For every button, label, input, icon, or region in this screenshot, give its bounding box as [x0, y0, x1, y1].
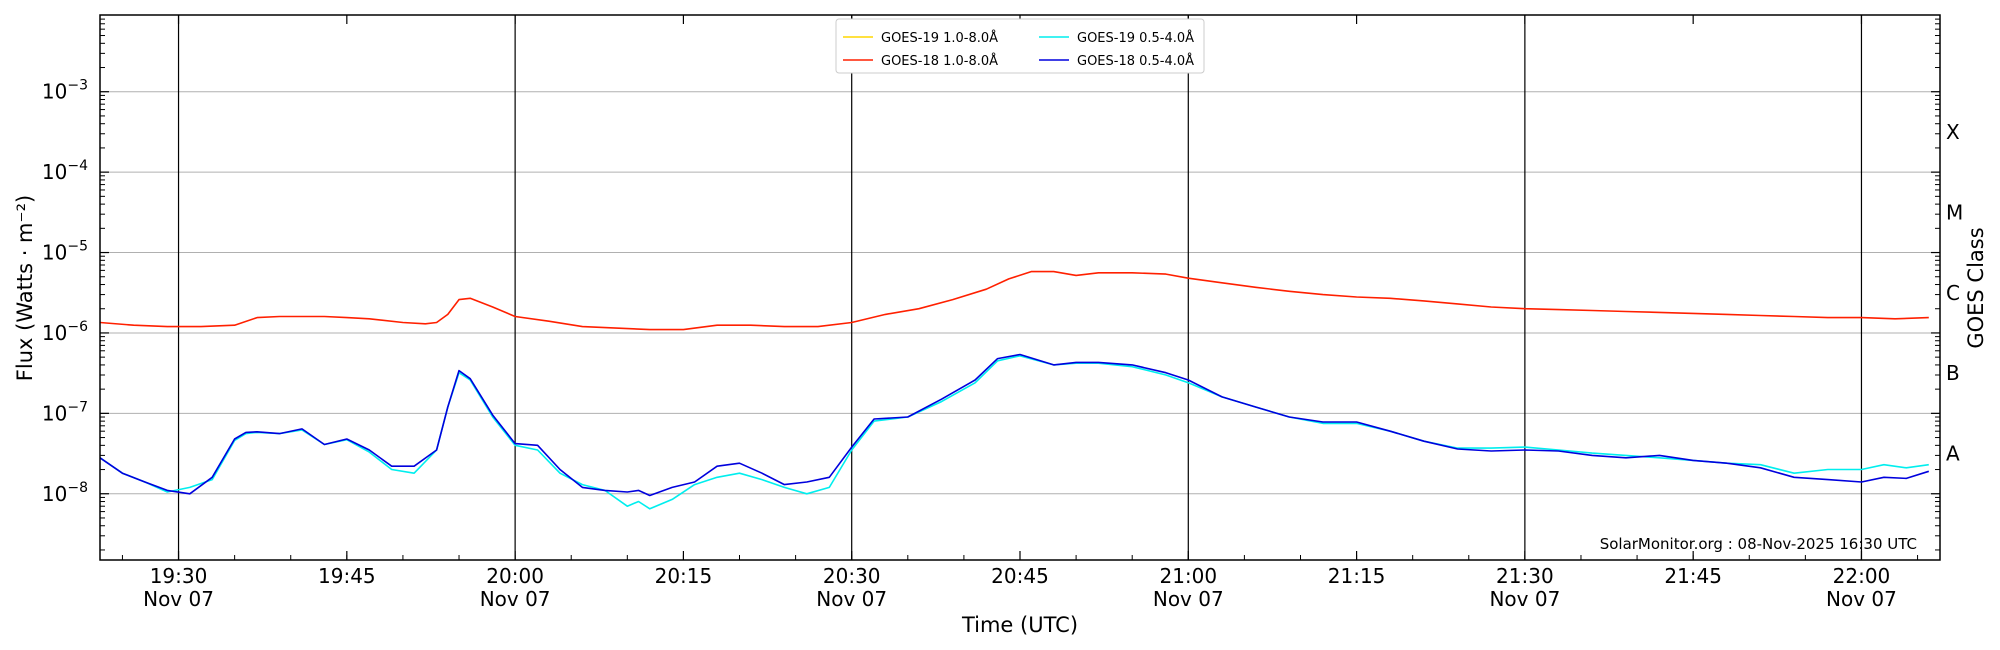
series-line: [99, 354, 1929, 510]
x-axis-title: Time (UTC): [961, 613, 1078, 637]
series-lines: [99, 270, 1930, 510]
credit-text: SolarMonitor.org : 08-Nov-2025 16:30 UTC: [1600, 535, 1917, 553]
goes-class-label: A: [1946, 442, 1960, 466]
legend: GOES-19 1.0-8.0Å GOES-18 1.0-8.0Å GOES-19 …: [835, 18, 1205, 74]
x-tick-label: 22:00: [1833, 564, 1891, 588]
legend-label: GOES-19 1.0-8.0Å: [881, 30, 998, 46]
x-tick-label: 20:00: [486, 564, 544, 588]
x-tick-date-label: Nov 07: [143, 587, 214, 611]
goes-class-labels: A B C M X: [1946, 120, 1963, 466]
y-axis-ticks: 10−8 10−7 10−6 10−5 10−4 10−3: [42, 18, 1940, 551]
y2-axis-title: GOES Class: [1964, 227, 1988, 348]
x-tick-label: 21:15: [1328, 564, 1386, 588]
y-tick-label: 10−6: [42, 319, 88, 345]
x-tick-label: 21:45: [1664, 564, 1722, 588]
series-line: [99, 270, 1929, 331]
x-tick-date-label: Nov 07: [1489, 587, 1560, 611]
series-line: [99, 353, 1930, 497]
legend-label: GOES-19 0.5-4.0Å: [1077, 30, 1194, 46]
legend-label: GOES-18 0.5-4.0Å: [1077, 53, 1194, 69]
y-tick-label: 10−4: [42, 158, 88, 184]
plot-frame: [99, 14, 1941, 561]
x-tick-date-label: Nov 07: [1153, 587, 1224, 611]
x-tick-label: 19:30: [150, 564, 208, 588]
goes-class-label: X: [1946, 120, 1960, 144]
y-tick-label: 10−8: [42, 480, 88, 506]
y-axis-title: Flux (Watts · m⁻²): [13, 195, 37, 381]
x-tick-label: 21:30: [1496, 564, 1554, 588]
x-tick-label: 20:45: [991, 564, 1049, 588]
x-tick-label: 20:30: [823, 564, 881, 588]
x-tick-date-label: Nov 07: [480, 587, 551, 611]
x-tick-date-label: Nov 07: [1826, 587, 1897, 611]
legend-label: GOES-18 1.0-8.0Å: [881, 53, 998, 69]
x-tick-date-label: Nov 07: [816, 587, 887, 611]
x-tick-label: 21:00: [1159, 564, 1217, 588]
goes-class-label: C: [1946, 281, 1960, 305]
y-tick-label: 10−3: [42, 78, 88, 104]
legend-box: [835, 18, 1205, 74]
goes-class-label: M: [1946, 200, 1963, 224]
x-tick-label: 19:45: [318, 564, 376, 588]
goes-class-label: B: [1946, 361, 1960, 385]
y-tick-label: 10−5: [42, 239, 88, 265]
x-tick-label: 20:15: [655, 564, 713, 588]
grid-lines: [100, 15, 1940, 560]
y-tick-label: 10−7: [42, 399, 88, 425]
